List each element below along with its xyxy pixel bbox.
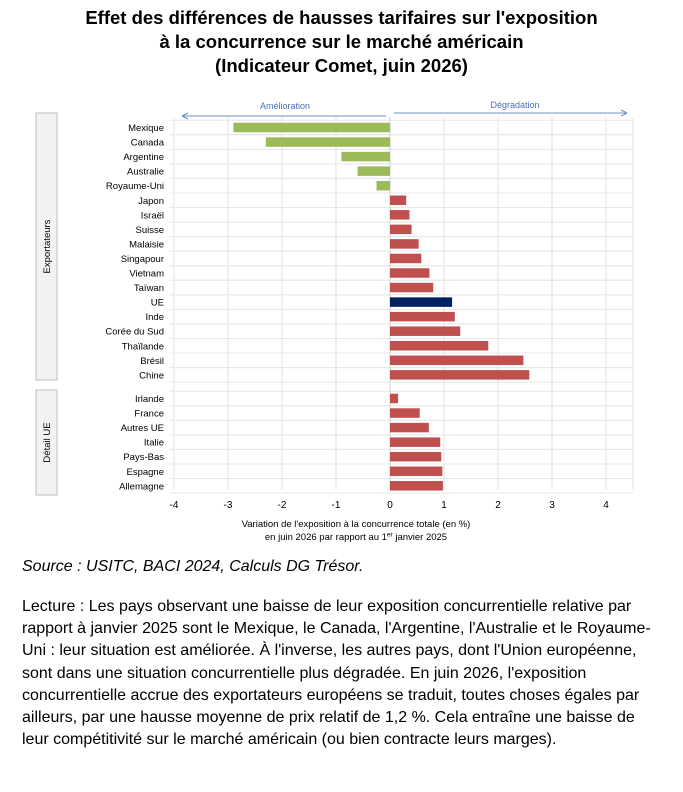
category-label: Brésil: [140, 356, 164, 367]
bar: [390, 355, 524, 366]
grid: [170, 117, 634, 494]
x-axis-label-line-1: Variation de l'exposition à la concurren…: [242, 519, 471, 530]
category-label: UE: [151, 298, 164, 309]
bars: [233, 122, 530, 491]
reading-note: Lecture : Les pays observant une baisse …: [22, 598, 651, 749]
degradation-label: Dégradation: [490, 100, 539, 110]
x-tick-label: 4: [603, 500, 609, 511]
bar: [390, 297, 453, 307]
bar: [390, 311, 455, 322]
group-label-box: [35, 112, 58, 381]
category-label: Italie: [144, 438, 164, 449]
bar: [390, 253, 422, 264]
category-label: Israël: [141, 210, 164, 221]
category-label: Pays-Bas: [123, 452, 164, 463]
direction-indicators: Amélioration Dégradation: [181, 100, 628, 120]
x-tick-label: -3: [224, 500, 233, 511]
category-label: Thaïlande: [122, 341, 164, 352]
improvement-label: Amélioration: [260, 101, 310, 111]
x-axis-ticks: -4 -3 -2 -1 0 1 2 3 4: [170, 500, 610, 511]
group-label: Exportateurs: [42, 219, 53, 273]
category-label: Japon: [138, 196, 164, 207]
bar: [357, 166, 390, 176]
x-tick-label: -1: [332, 500, 341, 511]
category-label: Malaisie: [129, 239, 164, 250]
source-note: Source : USITC, BACI 2024, Calculs DG Tr…: [22, 558, 364, 575]
bar: [390, 195, 407, 205]
group-labels: Exportateurs Détail UE: [35, 112, 58, 496]
bar: [341, 151, 390, 162]
bar: [390, 224, 412, 235]
bar: [376, 180, 390, 191]
category-label: Suisse: [135, 225, 164, 236]
chart-title-line-1: Effet des différences de hausses tarifai…: [85, 7, 598, 28]
bar: [390, 408, 420, 418]
bar: [390, 282, 434, 293]
bar: [390, 268, 430, 278]
bar: [390, 451, 442, 462]
group-label-box: [35, 389, 58, 496]
category-label: Espagne: [126, 467, 164, 478]
bar: [390, 437, 441, 447]
x-tick-label: -4: [170, 500, 179, 511]
chart-title: Effet des différences de hausses tarifai…: [0, 6, 683, 78]
category-label: Taïwan: [134, 283, 164, 294]
category-label: Corée du Sud: [105, 327, 164, 338]
category-label: Autres UE: [121, 423, 164, 434]
bar: [233, 122, 390, 133]
category-label: Argentine: [123, 152, 164, 163]
x-tick-label: 2: [495, 500, 501, 511]
chart-title-line-3: (Indicateur Comet, juin 2026): [215, 55, 468, 76]
category-labels: Mexique Canada Argentine Australie Royaume-U…: [105, 123, 164, 492]
category-label: Irlande: [135, 394, 164, 405]
bar: [390, 466, 443, 476]
category-label: Canada: [131, 138, 165, 149]
category-label: Allemagne: [119, 481, 164, 492]
x-tick-label: -2: [278, 500, 287, 511]
category-label: Inde: [146, 312, 165, 323]
category-label: Singapour: [121, 254, 164, 265]
bar: [390, 422, 429, 433]
category-label: Chine: [139, 370, 164, 381]
category-label: Vietnam: [129, 269, 164, 280]
x-axis-label-superscript: er: [387, 532, 394, 539]
category-label: France: [134, 409, 164, 420]
category-label: Australie: [127, 167, 164, 178]
bar: [390, 210, 410, 220]
bar: [390, 326, 461, 336]
bar: [390, 393, 399, 404]
bar: [390, 370, 530, 380]
x-axis-label-line-2-start: en juin 2026 par rapport au 1: [265, 532, 387, 543]
x-tick-label: 1: [441, 500, 447, 511]
group-label: Détail UE: [42, 422, 53, 462]
bar: [265, 137, 390, 147]
category-label: Mexique: [128, 123, 164, 134]
bar-chart: Amélioration Dégradation Exportateurs Déta…: [35, 100, 634, 544]
improvement-arrow-head: [181, 112, 189, 120]
degradation-arrow-head: [620, 109, 628, 117]
x-tick-label: 3: [549, 500, 555, 511]
bar: [390, 341, 489, 351]
bar: [390, 239, 419, 249]
bar: [390, 481, 443, 491]
x-axis-label-line-2: en juin 2026 par rapport au 1er janvier …: [265, 532, 447, 544]
x-tick-label: 0: [387, 500, 393, 511]
x-axis-label-line-2-end: janvier 2025: [393, 532, 447, 543]
chart-title-line-2: à la concurrence sur le marché américain: [159, 31, 524, 52]
category-label: Royaume-Uni: [106, 181, 164, 192]
